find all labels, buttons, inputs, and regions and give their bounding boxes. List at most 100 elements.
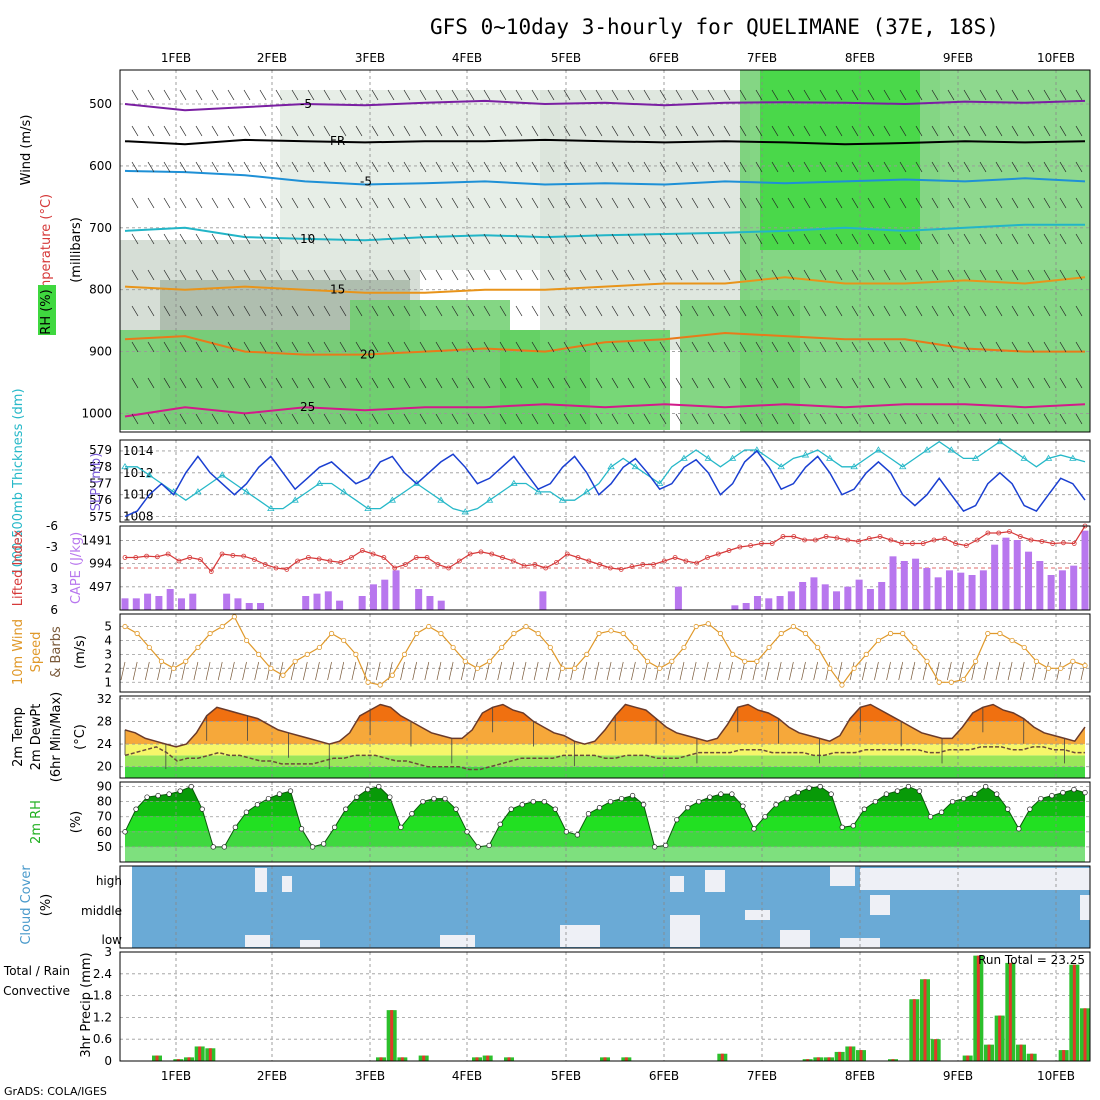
wind-point: [742, 658, 748, 664]
wind-barb: [899, 197, 907, 209]
wind-point: [219, 623, 225, 630]
wind-barb: [1075, 269, 1083, 281]
date-label-top: 1FEB: [161, 51, 191, 65]
wind-barb: [371, 125, 379, 137]
wind-barb: [467, 377, 475, 389]
surface-wind-barb: [473, 661, 478, 681]
wind-barb: [915, 161, 923, 173]
pressure-tick-label: 700: [89, 221, 112, 235]
wind-point: [1058, 665, 1064, 671]
wind-barb: [355, 269, 363, 281]
cape-bar: [934, 577, 942, 610]
wind-barb: [451, 377, 459, 389]
rh-point: [298, 826, 305, 832]
rh-point: [927, 814, 934, 820]
li-point: [963, 543, 969, 548]
temp-band-3: [125, 721, 1085, 745]
wind-barb: [291, 197, 299, 209]
wind-barb: [515, 377, 523, 389]
cape-bar: [979, 570, 987, 610]
cape-axis-label: CAPE (J/kg): [69, 532, 84, 604]
rh-point: [343, 806, 349, 812]
surface-wind-barb: [315, 661, 320, 681]
wind-barb: [963, 161, 971, 173]
thickness-axis-label: 1000-500mb Thickness (dm): [11, 388, 26, 575]
wind-barb: [771, 377, 779, 389]
wind-barb: [931, 413, 939, 425]
wind-barb: [755, 269, 763, 281]
li-point: [985, 530, 991, 536]
cloud-gap-12: [840, 938, 880, 948]
wind-barb: [1043, 413, 1051, 425]
wind-barb: [291, 161, 299, 173]
thickness-point: [461, 508, 469, 515]
temp-tick-label: 20: [97, 760, 112, 774]
li-point: [510, 558, 516, 564]
precip-convective-bar: [603, 1057, 607, 1061]
wind-point: [268, 665, 274, 671]
thickness-point: [121, 462, 129, 470]
precip-convective-bar: [966, 1055, 970, 1061]
rh-point: [486, 842, 492, 849]
thickness-point: [947, 446, 956, 453]
wind-barb: [579, 341, 587, 353]
wind-barb: [803, 233, 811, 245]
wind-barb: [563, 197, 571, 209]
precip-convective-bar: [475, 1057, 479, 1061]
rh-tick-label: 80: [97, 795, 112, 809]
rh-point: [431, 795, 437, 802]
wind-barb: [547, 197, 555, 209]
wind-barb: [947, 125, 955, 137]
wind-point: [353, 651, 359, 657]
li-point: [812, 537, 818, 543]
lifted-index-line: [125, 525, 1086, 573]
surface-wind-barb: [728, 661, 733, 681]
wind-barb: [995, 413, 1003, 425]
wind-barb: [515, 233, 523, 245]
cloud-level-label: high: [96, 874, 122, 888]
wind-barb: [275, 125, 283, 137]
li-point: [737, 544, 743, 550]
surface-wind-barb: [971, 661, 976, 681]
wind-barb: [499, 89, 507, 101]
footer-credit: GrADS: COLA/IGES: [4, 1085, 107, 1098]
wind-barb: [803, 125, 811, 137]
rh-point: [320, 841, 327, 847]
wind-barb: [611, 161, 619, 173]
wind-barb: [659, 377, 667, 389]
surface-wind-barb: [922, 661, 928, 681]
wind-barb: [627, 161, 635, 173]
wind-barb: [595, 197, 603, 209]
wind-barb: [195, 269, 203, 281]
wind-barb: [1059, 125, 1067, 137]
li-point: [661, 558, 667, 564]
precip-convective-bar: [838, 1051, 842, 1061]
thickness-point: [510, 479, 518, 486]
wind-barb: [547, 305, 555, 317]
wind-barb: [723, 197, 731, 209]
wind-barb: [979, 197, 987, 209]
li-tick-label: 3: [50, 582, 58, 596]
wind-barb: [867, 197, 875, 209]
slp-axis-label: SLP (mb): [89, 453, 104, 512]
rh-point: [784, 795, 790, 802]
wind-barb: [451, 413, 459, 425]
wind-barb: [931, 377, 939, 389]
wind-barb: [147, 269, 155, 281]
li-point: [435, 562, 441, 567]
wind-barb: [1011, 161, 1019, 173]
rh2m-unit-label: (%): [69, 811, 84, 834]
wind-barb: [275, 377, 283, 389]
rh-point: [629, 792, 636, 799]
wind-barb: [883, 269, 891, 281]
wind-point: [547, 644, 553, 651]
wind-barb: [499, 269, 507, 281]
wind-barb: [883, 413, 891, 425]
wind-point: [450, 644, 456, 651]
wind-barb: [659, 161, 667, 173]
wind-barb: [851, 197, 859, 209]
dewpoint-line: [124, 746, 1085, 771]
wind-barb: [403, 161, 411, 173]
wind-barb: [467, 125, 475, 137]
wind-barb: [595, 161, 603, 173]
